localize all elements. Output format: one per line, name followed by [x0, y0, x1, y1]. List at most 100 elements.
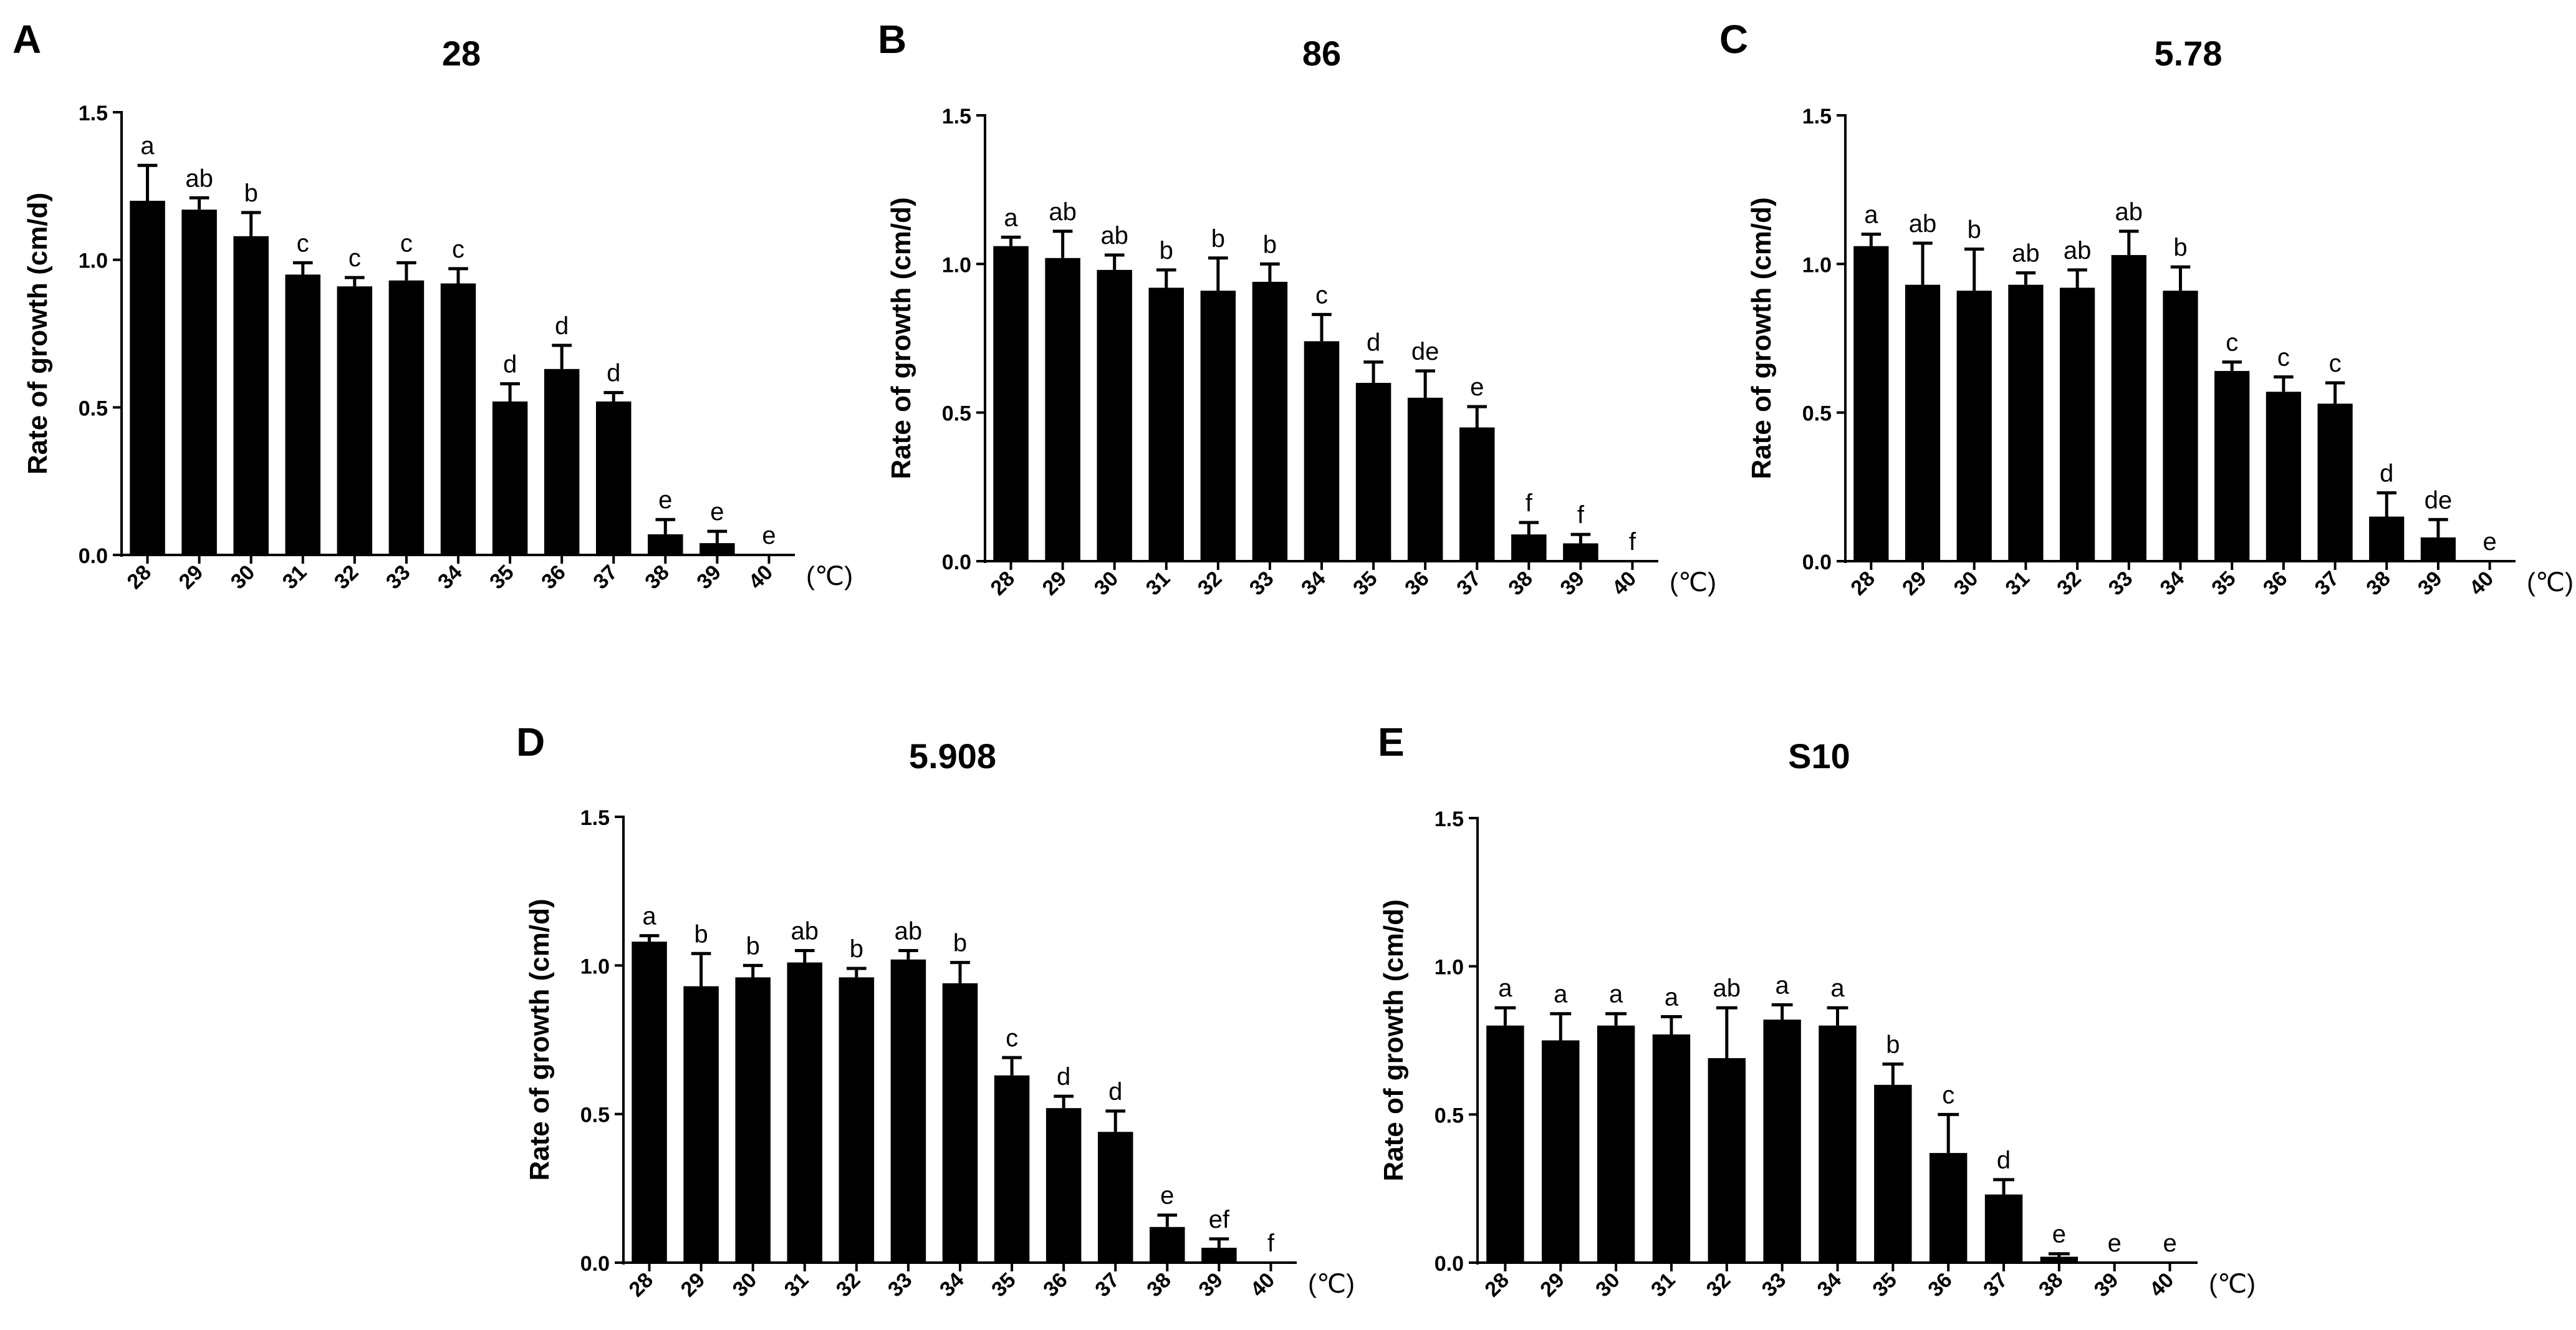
y-tick-label: 1.0	[79, 249, 108, 273]
panel-label: D	[516, 720, 545, 764]
y-tick-label: 0.5	[580, 1104, 610, 1127]
bar	[2040, 1256, 2079, 1263]
significance-letter: c	[2329, 350, 2342, 377]
bar	[1956, 291, 1992, 561]
significance-letter: d	[1108, 1078, 1122, 1106]
bar	[683, 986, 719, 1263]
x-tick-label: 32	[330, 561, 363, 594]
chart-title: 28	[442, 34, 481, 73]
significance-letter: d	[1997, 1147, 2011, 1174]
significance-letter: f	[1577, 501, 1585, 529]
significance-letter: ab	[2115, 198, 2143, 226]
bar	[1148, 287, 1185, 561]
x-tick-label: 31	[278, 561, 312, 594]
bar	[1150, 1226, 1185, 1263]
x-tick-label: 33	[1757, 1268, 1791, 1302]
bar	[787, 962, 823, 1263]
y-tick-label: 1.5	[942, 105, 971, 128]
x-tick-label: 36	[1400, 567, 1434, 600]
x-tick-label: 37	[1452, 567, 1486, 600]
x-tick-label: 39	[1194, 1268, 1228, 1302]
bar	[1045, 1108, 1082, 1263]
y-tick-label: 1.5	[1435, 807, 1464, 831]
x-tick-label: 40	[2145, 1268, 2179, 1302]
bar	[1652, 1034, 1691, 1263]
significance-letter: e	[2163, 1230, 2176, 1257]
bar	[2420, 537, 2456, 561]
y-tick-label: 0.0	[1802, 551, 1832, 574]
bar	[1874, 1084, 1912, 1263]
bar	[1853, 246, 1889, 561]
y-tick-label: 0.5	[942, 402, 971, 426]
bar	[699, 543, 735, 555]
bar	[233, 236, 269, 555]
y-tick-label: 0.5	[1802, 402, 1832, 426]
bar	[993, 246, 1029, 561]
y-axis-label: Rate of growth (cm/d)	[22, 193, 53, 475]
x-tick-label: 29	[1898, 567, 1931, 600]
bar	[1407, 397, 1443, 561]
x-tick-label: 31	[2001, 567, 2034, 600]
x-tick-label: 34	[433, 561, 467, 594]
panel-label: C	[1719, 17, 1748, 62]
x-tick-label: 39	[1555, 567, 1589, 600]
x-tick-label: 30	[1090, 567, 1123, 600]
significance-letter: ab	[2064, 237, 2092, 264]
significance-letter: a	[1609, 981, 1623, 1008]
bar	[1459, 427, 1495, 561]
x-tick-label: 28	[625, 1268, 658, 1302]
x-unit-label: (℃)	[2527, 567, 2574, 597]
panel-label: E	[1378, 720, 1405, 764]
y-tick-label: 1.5	[580, 806, 610, 830]
x-tick-label: 32	[1193, 567, 1227, 600]
x-tick-label: 30	[728, 1268, 762, 1302]
bar	[890, 959, 926, 1263]
significance-letter: f	[1267, 1230, 1275, 1257]
bar	[994, 1075, 1030, 1263]
y-axis-label: Rate of growth (cm/d)	[1746, 197, 1777, 479]
significance-letter: f	[1526, 489, 1533, 517]
bar	[1929, 1153, 1968, 1263]
x-unit-label: (℃)	[2209, 1269, 2256, 1298]
bar	[1252, 281, 1288, 561]
bar	[1097, 1132, 1133, 1263]
x-tick-label: 39	[2090, 1268, 2123, 1302]
x-tick-label: 34	[2156, 567, 2189, 600]
bar	[735, 977, 771, 1263]
bar	[2369, 516, 2405, 561]
bar	[2214, 370, 2250, 561]
bar	[2317, 403, 2353, 561]
significance-letter: b	[1886, 1031, 1900, 1059]
bar	[1563, 543, 1598, 561]
significance-letter: a	[1554, 981, 1568, 1008]
bar	[181, 210, 217, 555]
significance-letter: e	[2483, 528, 2497, 556]
x-tick-label: 33	[382, 561, 415, 594]
significance-letter: b	[2173, 234, 2187, 261]
x-tick-label: 37	[1979, 1268, 2012, 1302]
bar	[1486, 1025, 1524, 1263]
x-tick-label: 38	[640, 561, 674, 594]
x-tick-label: 33	[2104, 567, 2138, 600]
significance-letter: a	[1830, 975, 1845, 1002]
significance-letter: ab	[2012, 240, 2040, 267]
panel-a: A 28 Rate of growth (cm/d) 0.0 0.5 1.0 1.5 a 28 a…	[12, 17, 853, 594]
x-tick-label: 28	[1480, 1268, 1514, 1302]
significance-letter: de	[1411, 338, 1439, 365]
significance-letter: e	[658, 486, 672, 514]
significance-letter: c	[2277, 344, 2290, 371]
bar	[1542, 1040, 1580, 1263]
bar	[1511, 534, 1547, 561]
x-tick-label: 35	[987, 1268, 1021, 1302]
bar	[1763, 1019, 1801, 1263]
x-tick-label: 40	[744, 561, 777, 594]
x-tick-label: 37	[589, 561, 622, 594]
chart-title: 5.908	[909, 736, 996, 776]
significance-letter: ab	[185, 165, 213, 192]
y-axis-label: Rate of growth (cm/d)	[886, 197, 916, 479]
x-tick-label: 34	[1297, 567, 1330, 600]
y-tick-label: 0.0	[79, 544, 108, 568]
significance-letter: c	[348, 244, 361, 272]
y-axis-label: Rate of growth (cm/d)	[1378, 899, 1409, 1181]
x-tick-label: 29	[676, 1268, 710, 1302]
